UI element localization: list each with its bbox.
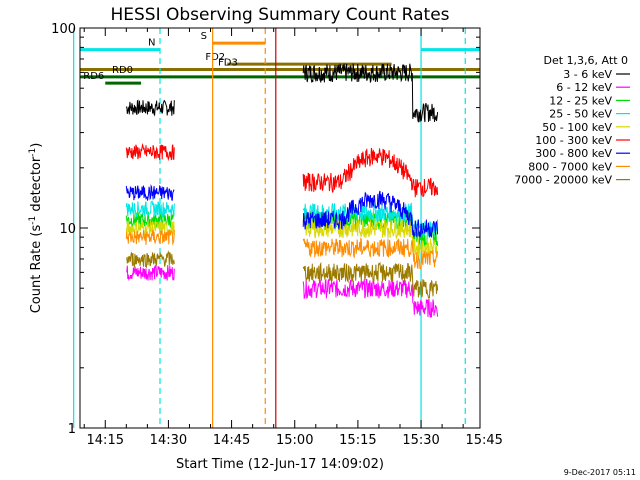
series-trace bbox=[125, 142, 175, 162]
y-axis-label-sup: -1 bbox=[28, 216, 38, 225]
flag-label: FD3 bbox=[218, 58, 238, 69]
series-trace bbox=[302, 63, 439, 123]
series-trace bbox=[125, 184, 175, 201]
legend-label: 3 - 6 keV bbox=[563, 68, 612, 81]
series-trace bbox=[302, 236, 439, 270]
legend-header: Det 1,3,6, Att 0 bbox=[544, 54, 628, 67]
flag-label: FD2 bbox=[205, 52, 225, 63]
series-trace bbox=[302, 147, 439, 198]
legend-label: 50 - 100 keV bbox=[542, 121, 612, 134]
flag-label: S bbox=[201, 31, 207, 42]
chart-title: HESSI Observing Summary Count Rates bbox=[110, 5, 449, 25]
x-tick-label: 15:15 bbox=[339, 433, 376, 448]
flag-label: RD6 bbox=[83, 71, 104, 82]
flag-label: N bbox=[148, 38, 155, 49]
flag-label: RD0 bbox=[112, 65, 133, 76]
x-tick-label: 14:30 bbox=[150, 433, 187, 448]
legend-label: 800 - 7000 keV bbox=[528, 160, 612, 173]
legend-label: 300 - 800 keV bbox=[535, 147, 612, 160]
footer-timestamp: 9-Dec-2017 05:11 bbox=[564, 468, 636, 477]
series-trace bbox=[125, 250, 175, 269]
series-trace bbox=[125, 99, 175, 117]
series-trace bbox=[302, 261, 439, 299]
series-trace bbox=[125, 200, 175, 218]
series-trace bbox=[302, 277, 439, 318]
series-traces bbox=[125, 63, 439, 318]
y-axis-label-sup2: -1 bbox=[28, 148, 38, 157]
legend-label: 7000 - 20000 keV bbox=[514, 174, 612, 187]
y-tick-label: 100 bbox=[51, 22, 76, 37]
y-axis-label-mid: detector bbox=[29, 156, 44, 216]
legend-label: 12 - 25 keV bbox=[549, 94, 612, 107]
y-tick-label: 10 bbox=[59, 222, 76, 237]
legend-label: 25 - 50 keV bbox=[549, 108, 612, 121]
series-trace bbox=[125, 229, 175, 246]
x-tick-label: 15:00 bbox=[276, 433, 313, 448]
y-tick-label: 1 bbox=[68, 422, 76, 437]
y-axis-label-end: ) bbox=[29, 143, 44, 148]
x-tick-label: 15:30 bbox=[402, 433, 439, 448]
y-axis-label-main: Count Rate (s bbox=[29, 225, 44, 314]
series-trace bbox=[126, 265, 175, 282]
x-tick-label: 14:45 bbox=[213, 433, 250, 448]
legend-label: 100 - 300 keV bbox=[535, 134, 612, 147]
x-axis-label: Start Time (12-Jun-17 14:09:02) bbox=[176, 457, 384, 472]
series-trace bbox=[302, 190, 439, 238]
legend-label: 6 - 12 keV bbox=[556, 81, 612, 94]
x-tick-label: 15:45 bbox=[465, 433, 502, 448]
x-tick-label: 14:15 bbox=[87, 433, 124, 448]
svg-text:Count Rate (s-1 detector-1): Count Rate (s-1 detector-1) bbox=[28, 143, 44, 314]
y-axis-label: Count Rate (s-1 detector-1) bbox=[28, 143, 44, 314]
axes: 1 10 100 14:15 14:30 14:45 15:00 15:15 15:30 15:4… bbox=[51, 22, 503, 448]
